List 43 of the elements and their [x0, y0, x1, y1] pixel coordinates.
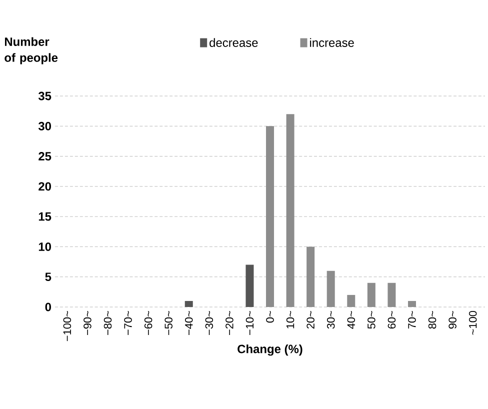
x-axis-title: Change (%)	[238, 344, 302, 356]
x-tick-label: 40~	[347, 311, 356, 329]
bar	[306, 246, 315, 307]
x-tick-label: 30~	[326, 311, 335, 329]
bar	[246, 264, 254, 307]
x-tick-label: 10~	[286, 311, 294, 328]
legend-label: increase	[310, 38, 354, 47]
x-tick-label: 60~	[388, 311, 396, 329]
x-tick-label: 0~	[266, 311, 274, 323]
y-tick-label: 25	[38, 152, 52, 161]
x-tick-label: −40~	[185, 311, 193, 335]
bar	[347, 294, 356, 307]
x-tick-label: −60~	[144, 311, 152, 335]
x-tick-label: 70~	[408, 311, 416, 329]
bar	[388, 282, 396, 307]
x-tick-label: 20~	[306, 311, 314, 329]
bar	[266, 126, 274, 307]
x-tick-label: −30~	[205, 311, 214, 335]
y-axis-title: Number of people	[4, 37, 58, 64]
y-tick-label: 5	[45, 272, 52, 282]
y-tick-label: 30	[38, 122, 51, 130]
y-tick-label: 0	[45, 302, 51, 312]
x-tick-label: −10~	[246, 311, 254, 335]
legend-label: decrease	[210, 38, 258, 47]
x-tick-label: −50~	[164, 311, 172, 335]
y-tick-label: 10	[38, 242, 51, 251]
x-tick-label: ~100	[468, 310, 477, 335]
x-tick-label: −100~	[63, 311, 72, 342]
x-tick-label: −20~	[226, 311, 234, 335]
x-tick-label: 50~	[368, 311, 376, 329]
bar	[326, 270, 335, 307]
bar	[286, 114, 294, 307]
y-tick-label: 35	[38, 92, 52, 100]
x-tick-label: −80~	[104, 311, 112, 335]
x-tick-label: 80~	[428, 311, 436, 329]
y-tick-label: 20	[38, 182, 51, 191]
x-tick-label: 90~	[448, 311, 456, 329]
x-tick-label: −70~	[124, 311, 132, 335]
bar	[367, 282, 376, 307]
bar	[408, 300, 416, 307]
bar	[184, 300, 193, 307]
x-tick-label: −90~	[84, 311, 92, 335]
y-tick-label: 15	[38, 212, 52, 221]
